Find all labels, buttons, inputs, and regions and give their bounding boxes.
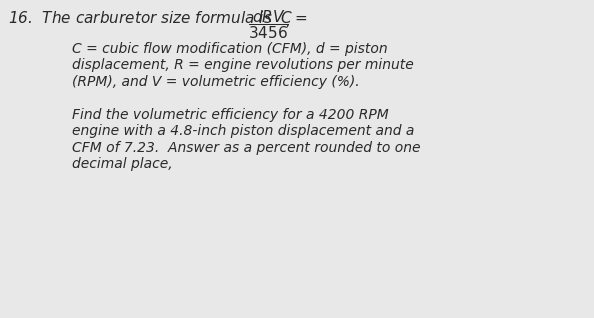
Text: engine with a 4.8-inch piston displacement and a: engine with a 4.8-inch piston displaceme… bbox=[72, 124, 415, 138]
Text: CFM of 7.23.  Answer as a percent rounded to one: CFM of 7.23. Answer as a percent rounded… bbox=[72, 141, 421, 155]
Text: 16.  The carburetor size formula is  $C = $: 16. The carburetor size formula is $C = … bbox=[8, 10, 308, 26]
Text: decimal place,: decimal place, bbox=[72, 157, 173, 171]
Text: displacement, R = engine revolutions per minute: displacement, R = engine revolutions per… bbox=[72, 59, 414, 73]
Text: (RPM), and V = volumetric efficiency (%).: (RPM), and V = volumetric efficiency (%)… bbox=[72, 75, 359, 89]
Text: C = cubic flow modification (CFM), d = piston: C = cubic flow modification (CFM), d = p… bbox=[72, 42, 388, 56]
Text: $\dfrac{\mathit{dRV}}{3456}$: $\dfrac{\mathit{dRV}}{3456}$ bbox=[248, 8, 289, 41]
Text: ,: , bbox=[286, 14, 290, 29]
Text: Find the volumetric efficiency for a 4200 RPM: Find the volumetric efficiency for a 420… bbox=[72, 107, 388, 121]
